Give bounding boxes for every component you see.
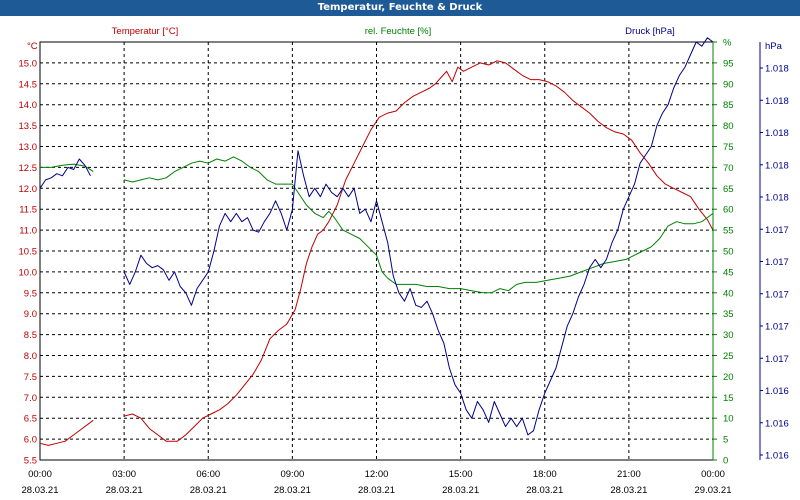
pressure-axis-tick-label: 1.018 bbox=[765, 193, 789, 204]
temperature-series-title: Temperatur [°C] bbox=[112, 26, 179, 37]
left-axis-tick-label: 7.0 bbox=[24, 393, 37, 404]
left-axis-tick-label: 13.0 bbox=[19, 142, 38, 153]
axis-layer: 00:00 28.03.21 03:00 28.03.21 06:00 28.03.21 0… bbox=[19, 38, 789, 497]
x-tick-time: 21:00 bbox=[617, 469, 641, 480]
pressure-axis-tick-label: 1.016 bbox=[765, 451, 789, 462]
humidity-axis-tick-label: % bbox=[723, 38, 732, 49]
x-tick-time: 03:00 bbox=[112, 469, 136, 480]
humidity-axis-tick-label: 75 bbox=[723, 142, 734, 153]
x-tick-time: 00:00 bbox=[28, 469, 52, 480]
left-axis-tick-label: 10.0 bbox=[19, 267, 38, 278]
pressure-axis-tick-label: 1.017 bbox=[765, 257, 789, 268]
humidity-series-title: rel. Feuchte [%] bbox=[365, 26, 432, 37]
series-layer bbox=[39, 37, 714, 446]
pressure-axis-tick-label: 1.018 bbox=[765, 96, 789, 107]
humidity-axis-tick-label: 55 bbox=[723, 226, 734, 237]
x-tick-time: 00:00 bbox=[701, 469, 725, 480]
left-axis-tick-label: 8.0 bbox=[24, 351, 37, 362]
humidity-axis-tick-label: 15 bbox=[723, 393, 734, 404]
pressure-axis-tick-label: 1.018 bbox=[765, 160, 789, 171]
humidity-axis-tick-label: 50 bbox=[723, 247, 734, 258]
x-tick-date: 28.03.21 bbox=[526, 485, 563, 496]
label-layer: Temperatur [°C] rel. Feuchte [%] Druck [… bbox=[27, 26, 783, 52]
humidity-axis-tick-label: 60 bbox=[723, 205, 734, 216]
left-axis-tick-label: 6.0 bbox=[24, 435, 37, 446]
humidity-axis-tick-label: 45 bbox=[723, 267, 734, 278]
left-axis-tick-label: 9.5 bbox=[24, 288, 37, 299]
left-axis-tick-label: 14.5 bbox=[19, 79, 38, 90]
humidity-axis-tick-label: 85 bbox=[723, 100, 734, 111]
x-tick-time: 09:00 bbox=[280, 469, 304, 480]
left-axis-tick-label: 8.5 bbox=[24, 330, 37, 341]
pressure-axis-tick-label: 1.018 bbox=[765, 128, 789, 139]
pressure-axis-tick-label: 1.017 bbox=[765, 289, 789, 300]
humidity-line bbox=[123, 156, 714, 294]
left-axis-tick-label: 6.5 bbox=[24, 414, 37, 425]
x-tick-date: 28.03.21 bbox=[358, 485, 395, 496]
left-axis-tick-label: 12.5 bbox=[19, 163, 38, 174]
left-axis-tick-label: 5.5 bbox=[24, 456, 37, 467]
x-tick-date: 28.03.21 bbox=[442, 485, 479, 496]
pressure-axis-tick-label: 1.017 bbox=[765, 225, 789, 236]
right-axis-unit: hPa bbox=[765, 41, 783, 52]
left-axis-tick-label: 15.0 bbox=[19, 58, 38, 69]
humidity-axis-tick-label: 5 bbox=[723, 435, 728, 446]
humidity-axis-tick-label: 40 bbox=[723, 288, 734, 299]
left-axis-tick-label: 9.0 bbox=[24, 309, 37, 320]
left-axis-tick-label: 12.0 bbox=[19, 184, 38, 195]
pressure-axis-tick-label: 1.016 bbox=[765, 386, 789, 397]
humidity-axis-tick-label: 65 bbox=[723, 184, 734, 195]
pressure-series-title: Druck [hPa] bbox=[625, 26, 675, 37]
pressure-line bbox=[123, 37, 714, 436]
humidity-axis-tick-label: 90 bbox=[723, 79, 734, 90]
pressure-axis-tick-label: 1.017 bbox=[765, 354, 789, 365]
left-axis-tick-label: 14.0 bbox=[19, 100, 38, 111]
left-axis-unit: °C bbox=[27, 41, 38, 52]
humidity-axis-tick-label: 20 bbox=[723, 372, 734, 383]
x-tick-date: 28.03.21 bbox=[610, 485, 647, 496]
left-axis-tick-label: 10.5 bbox=[19, 247, 38, 258]
pressure-line bbox=[39, 158, 91, 189]
x-tick-date: 28.03.21 bbox=[190, 485, 227, 496]
x-tick-time: 06:00 bbox=[196, 469, 220, 480]
chart-title: Temperatur, Feuchte & Druck bbox=[0, 0, 800, 16]
pressure-axis-tick-label: 1.018 bbox=[765, 64, 789, 75]
x-tick-date: 29.03.21 bbox=[695, 485, 732, 496]
x-tick-date: 28.03.21 bbox=[106, 485, 143, 496]
temperature-line bbox=[39, 419, 94, 446]
temperature-line bbox=[123, 60, 714, 442]
humidity-axis-tick-label: 80 bbox=[723, 121, 734, 132]
humidity-axis-tick-label: 30 bbox=[723, 330, 734, 341]
left-axis-tick-label: 7.5 bbox=[24, 372, 37, 383]
x-tick-date: 28.03.21 bbox=[22, 485, 59, 496]
left-axis-tick-label: 13.5 bbox=[19, 121, 38, 132]
x-tick-date: 28.03.21 bbox=[274, 485, 311, 496]
humidity-axis-tick-label: 10 bbox=[723, 414, 734, 425]
left-axis-tick-label: 11.0 bbox=[19, 226, 37, 237]
humidity-axis-tick-label: 0 bbox=[723, 456, 728, 467]
pressure-axis-tick-label: 1.017 bbox=[765, 322, 789, 333]
x-tick-time: 18:00 bbox=[533, 469, 557, 480]
pressure-axis-tick-label: 1.016 bbox=[765, 418, 789, 429]
left-axis-tick-label: 11.5 bbox=[19, 205, 37, 216]
humidity-axis-tick-label: 25 bbox=[723, 351, 734, 362]
humidity-axis-tick-label: 35 bbox=[723, 309, 734, 320]
humidity-axis-tick-label: 70 bbox=[723, 163, 734, 174]
x-tick-time: 15:00 bbox=[449, 469, 473, 480]
grid-layer bbox=[39, 41, 714, 461]
humidity-axis-tick-label: 95 bbox=[723, 58, 734, 69]
x-tick-time: 12:00 bbox=[365, 469, 389, 480]
